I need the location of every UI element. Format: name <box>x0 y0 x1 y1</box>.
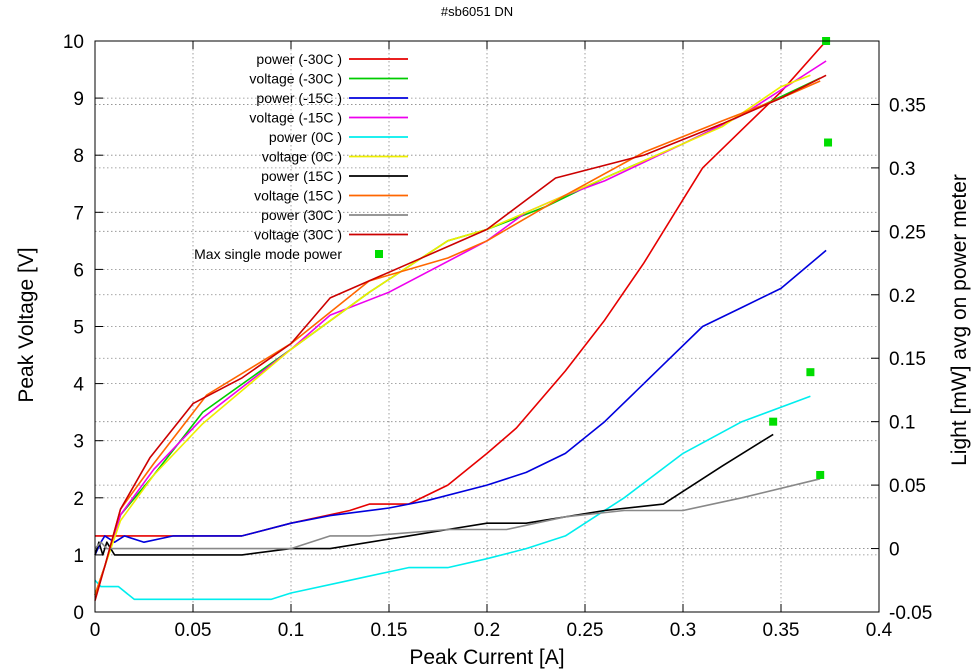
y-tick-label: 9 <box>73 89 84 110</box>
chart-title: #sb6051 DN <box>441 4 513 19</box>
legend-label: power (-30C ) <box>256 51 342 67</box>
legend-label: voltage (30C ) <box>254 227 342 243</box>
y-tick-label: 3 <box>73 432 84 453</box>
x-tick-label: 0.4 <box>866 620 893 641</box>
series-line-voltage-15c <box>94 60 827 596</box>
x-axis-title: Peak Current [A] <box>409 646 564 669</box>
series-layer <box>94 37 833 601</box>
x-tick-label: 0.2 <box>474 620 500 641</box>
y-tick-label: 1 <box>73 546 84 567</box>
x-tick-label: 0 <box>90 620 101 641</box>
y-axis-title: Peak Voltage [V] <box>15 247 38 402</box>
y2-tick-label: -0.05 <box>889 603 932 624</box>
y2-axis-title: Light [mW] avg on power meter <box>948 174 971 466</box>
y2-tick-label: 0.15 <box>889 349 926 370</box>
y2-tick-label: 0.3 <box>889 159 915 180</box>
grid <box>95 41 879 612</box>
y2-tick-label: 0 <box>889 540 900 561</box>
x-tick-label: 0.15 <box>371 620 408 641</box>
legend-label: voltage (0C ) <box>262 149 342 165</box>
series-line-voltage-0c <box>94 74 811 596</box>
y2-tick-label: 0.2 <box>889 286 915 307</box>
y-tick-label: 10 <box>63 32 84 53</box>
legend: power (-30C ) voltage (-30C ) power (-15C … <box>194 51 408 262</box>
legend-swatch-point <box>375 250 383 258</box>
series-line-power-15c <box>94 249 827 556</box>
series-line-voltage-30c <box>94 74 827 601</box>
y-tick-label: 7 <box>73 203 84 224</box>
legend-label: power (-15C ) <box>256 90 342 106</box>
max-single-mode-point <box>806 368 815 377</box>
max-single-mode-point <box>816 470 825 479</box>
y2-tick-label: 0.1 <box>889 413 915 434</box>
x-tick-label: 0.35 <box>763 620 800 641</box>
ticks: 0 0.05 0.1 0.15 0.2 0.25 0.3 0.35 0.4 0 1 2 3 4 5 6 7 8 9 1… <box>63 32 932 641</box>
y2-tick-label: 0.35 <box>889 95 926 116</box>
legend-label: power (0C ) <box>269 129 342 145</box>
y-tick-label: 8 <box>73 146 84 167</box>
y-tick-label: 6 <box>73 260 84 281</box>
series-line-voltage-15c <box>94 80 821 596</box>
max-single-mode-point <box>769 417 778 426</box>
legend-label: power (30C ) <box>261 207 342 223</box>
x-tick-label: 0.25 <box>567 620 604 641</box>
series-line-power-0c <box>94 395 811 601</box>
x-tick-label: 0.1 <box>278 620 304 641</box>
legend-label: power (15C ) <box>261 168 342 184</box>
y-tick-label: 4 <box>73 375 84 396</box>
y-tick-label: 0 <box>73 603 84 624</box>
legend-label: voltage (15C ) <box>254 188 342 204</box>
x-tick-label: 0.05 <box>175 620 212 641</box>
y2-tick-label: 0.25 <box>889 222 926 243</box>
legend-label: Max single mode power <box>194 246 342 262</box>
y-tick-label: 2 <box>73 489 84 510</box>
max-single-mode-point <box>824 138 833 147</box>
y-tick-label: 5 <box>73 318 84 339</box>
legend-label: voltage (-30C ) <box>249 71 342 87</box>
x-tick-label: 0.3 <box>670 620 696 641</box>
legend-label: voltage (-15C ) <box>249 110 342 126</box>
y2-tick-label: 0.05 <box>889 476 926 497</box>
